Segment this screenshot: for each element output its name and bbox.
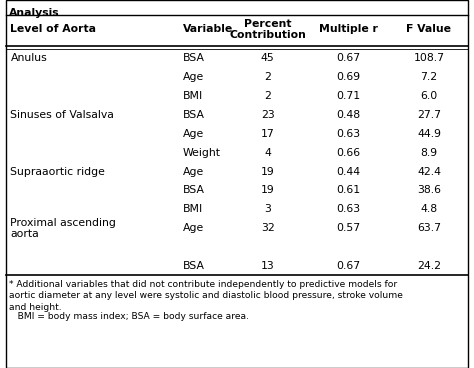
Text: and height.: and height.	[9, 303, 61, 312]
Text: BSA: BSA	[182, 53, 204, 63]
Text: Percent
Contribution: Percent Contribution	[229, 19, 306, 40]
Text: * Additional variables that did not contribute independently to predictive model: * Additional variables that did not cont…	[9, 280, 397, 289]
Text: Variable: Variable	[182, 24, 233, 35]
Text: 19: 19	[261, 167, 275, 177]
Text: 38.6: 38.6	[417, 185, 441, 195]
Text: F Value: F Value	[407, 24, 451, 35]
Text: BSA: BSA	[182, 185, 204, 195]
Text: 13: 13	[261, 261, 275, 271]
Text: Supraaortic ridge: Supraaortic ridge	[10, 167, 105, 177]
Text: 6.0: 6.0	[420, 91, 438, 101]
Text: 8.9: 8.9	[420, 148, 438, 158]
Text: aortic diameter at any level were systolic and diastolic blood pressure, stroke : aortic diameter at any level were systol…	[9, 291, 402, 300]
Text: 19: 19	[261, 185, 275, 195]
Text: 7.2: 7.2	[420, 72, 438, 82]
Text: Analysis: Analysis	[9, 8, 59, 18]
Text: 0.44: 0.44	[337, 167, 360, 177]
Text: 17: 17	[261, 129, 275, 139]
Text: 42.4: 42.4	[417, 167, 441, 177]
Text: 63.7: 63.7	[417, 223, 441, 233]
Text: 23: 23	[261, 110, 275, 120]
Text: BMI: BMI	[182, 91, 203, 101]
Text: Multiple r: Multiple r	[319, 24, 378, 35]
Text: 3: 3	[264, 204, 271, 214]
Text: BSA: BSA	[182, 261, 204, 271]
Text: 44.9: 44.9	[417, 129, 441, 139]
Text: 0.66: 0.66	[337, 148, 360, 158]
Text: 2: 2	[264, 72, 271, 82]
Text: 0.67: 0.67	[337, 53, 360, 63]
Text: 4.8: 4.8	[420, 204, 438, 214]
Text: BSA: BSA	[182, 110, 204, 120]
Text: BMI = body mass index; BSA = body surface area.: BMI = body mass index; BSA = body surfac…	[9, 312, 248, 321]
Text: 0.61: 0.61	[337, 185, 360, 195]
Text: 2: 2	[264, 91, 271, 101]
Text: 108.7: 108.7	[413, 53, 445, 63]
Text: Age: Age	[182, 223, 204, 233]
Text: Anulus: Anulus	[10, 53, 47, 63]
Text: Level of Aorta: Level of Aorta	[10, 24, 96, 35]
Text: 24.2: 24.2	[417, 261, 441, 271]
Text: 0.63: 0.63	[337, 129, 360, 139]
Text: 0.57: 0.57	[337, 223, 360, 233]
Text: 0.69: 0.69	[337, 72, 360, 82]
Text: 4: 4	[264, 148, 271, 158]
Text: Age: Age	[182, 129, 204, 139]
Text: 0.63: 0.63	[337, 204, 360, 214]
Text: Sinuses of Valsalva: Sinuses of Valsalva	[10, 110, 114, 120]
Text: 45: 45	[261, 53, 275, 63]
Text: Age: Age	[182, 167, 204, 177]
Text: 0.71: 0.71	[337, 91, 360, 101]
Text: Age: Age	[182, 72, 204, 82]
Text: 0.48: 0.48	[337, 110, 360, 120]
Text: 32: 32	[261, 223, 275, 233]
Text: 0.67: 0.67	[337, 261, 360, 271]
Text: BMI: BMI	[182, 204, 203, 214]
Text: 27.7: 27.7	[417, 110, 441, 120]
Text: Weight: Weight	[182, 148, 220, 158]
Text: Proximal ascending
aorta: Proximal ascending aorta	[10, 218, 116, 238]
